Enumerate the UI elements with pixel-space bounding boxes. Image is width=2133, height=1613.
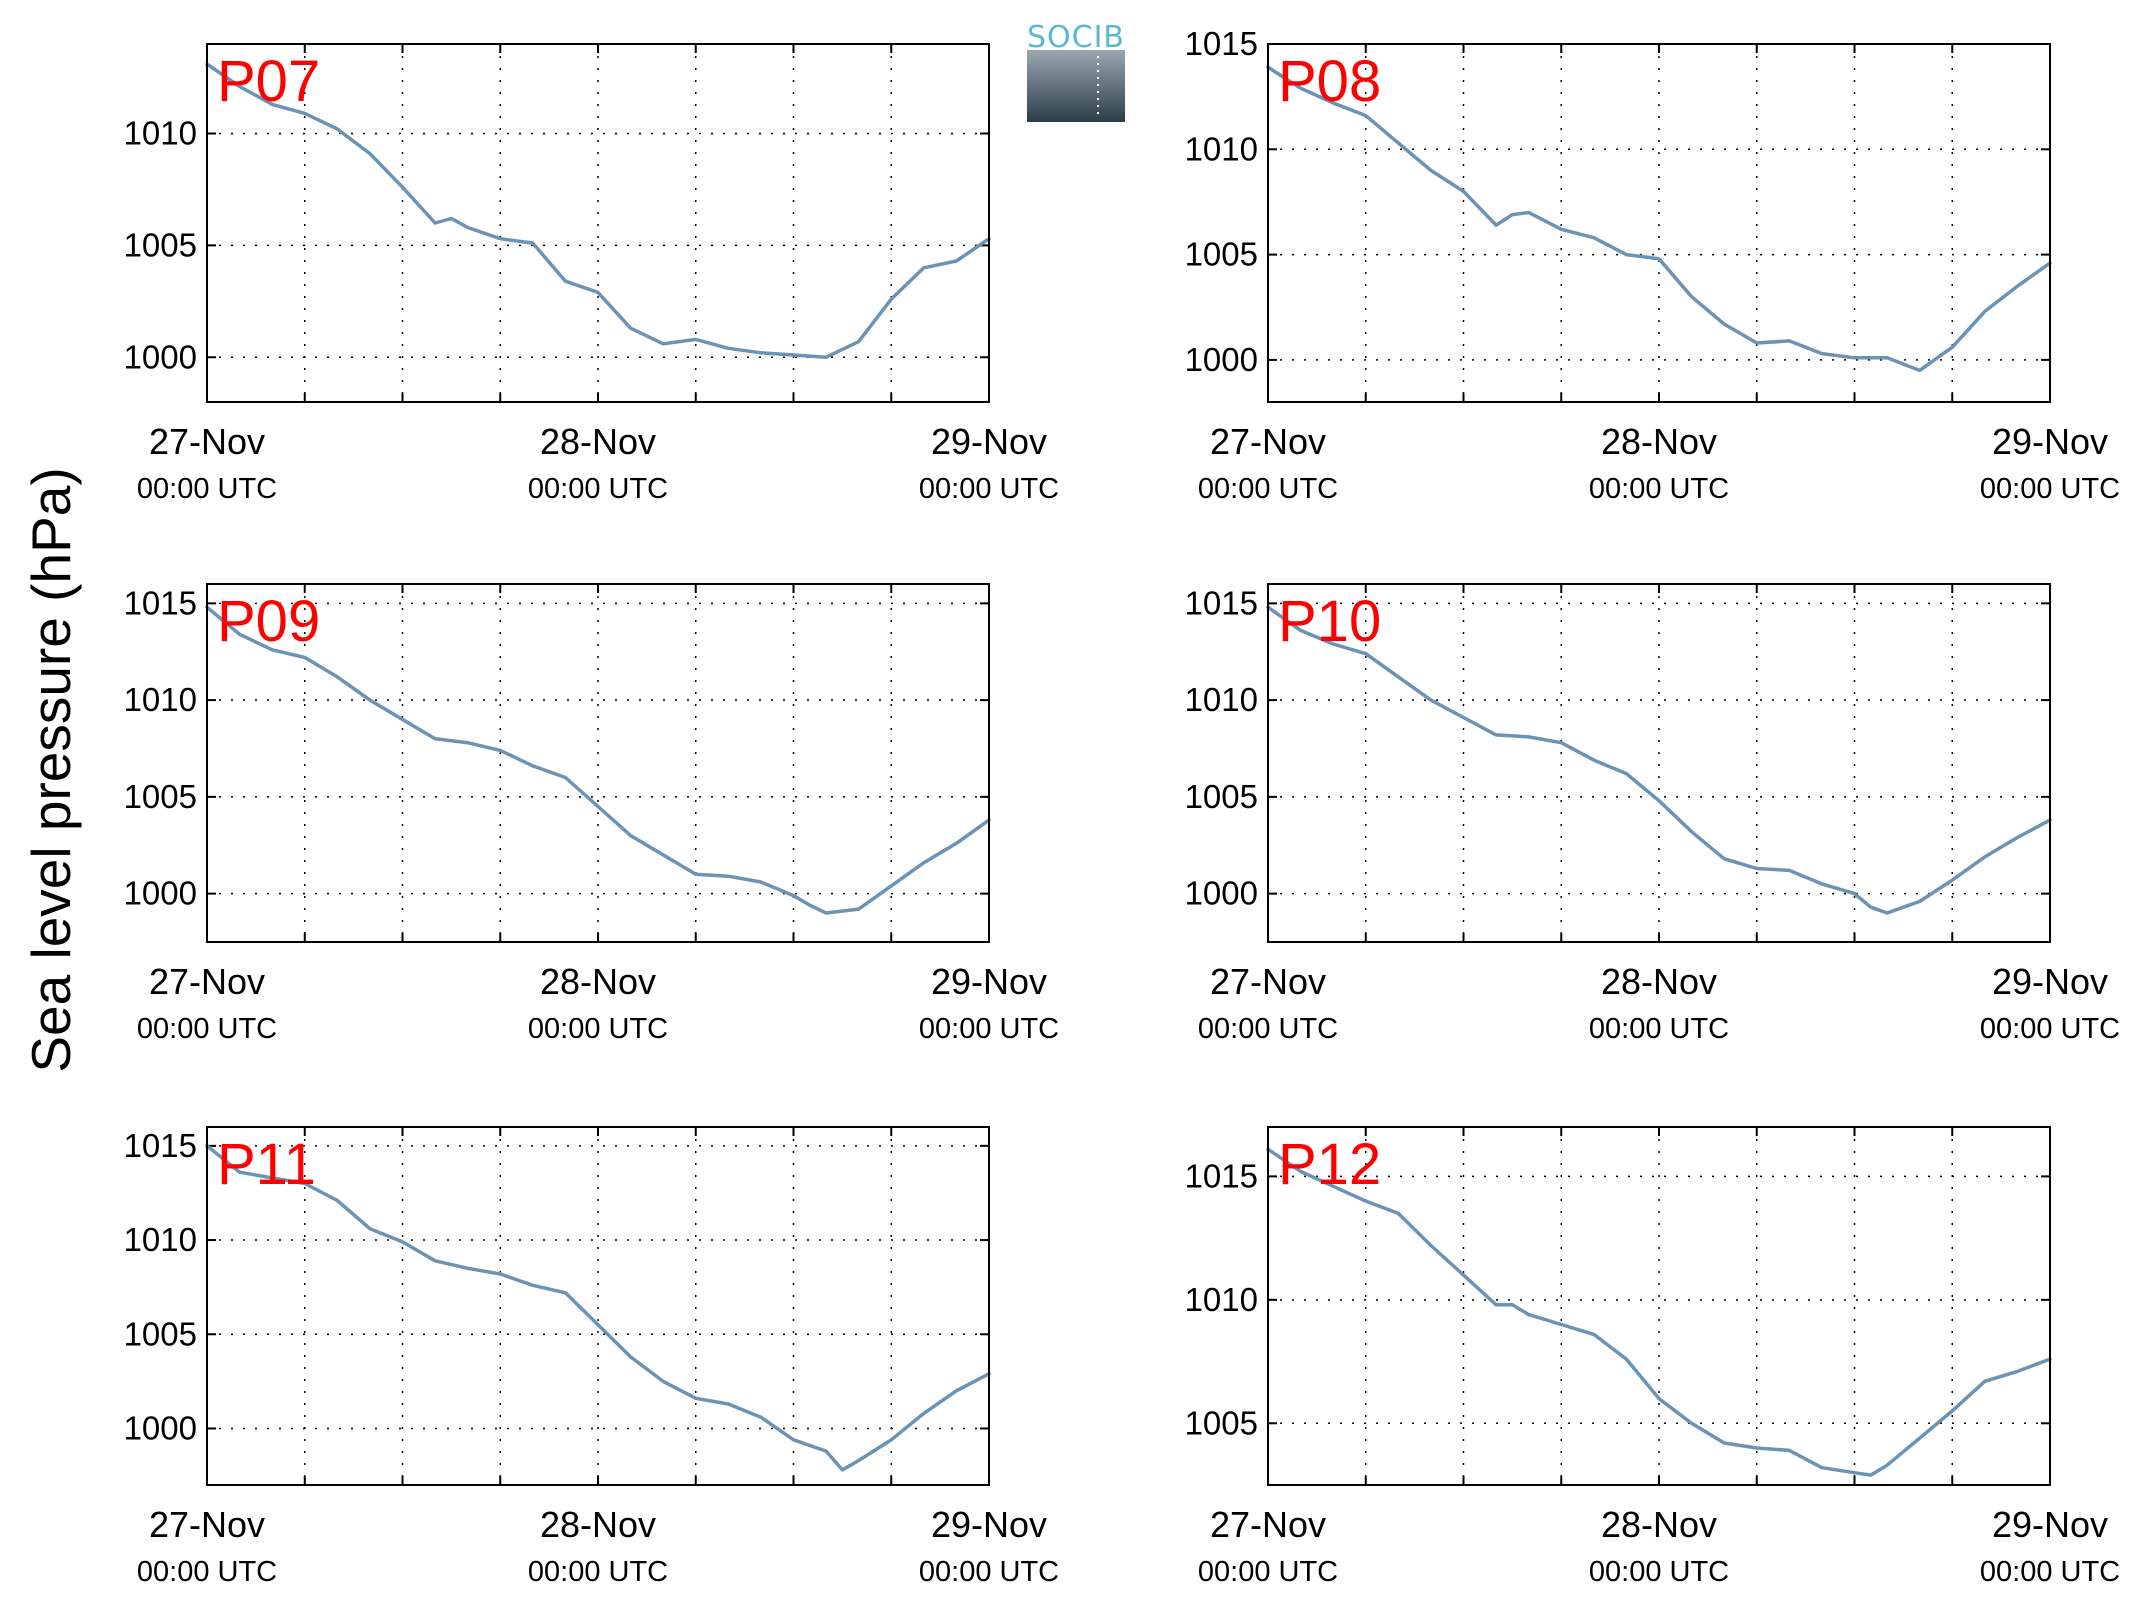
series-line <box>205 62 991 360</box>
logo-block <box>1027 50 1125 122</box>
x-tick-label-time: 00:00 UTC <box>1198 473 1338 505</box>
chart-panels: 1000 1005 1010 27-Nov 00:00 UTC 28-Nov 00:00 U… <box>124 25 2121 1588</box>
plot-frame <box>206 583 990 943</box>
plot-frame <box>1267 1126 2051 1486</box>
plot-frame <box>206 43 990 403</box>
y-tick-label: 1015 <box>124 584 197 621</box>
chart-panel-p12: 1005 1010 1015 27-Nov 00:00 UTC 28-Nov 00:00 U… <box>1185 1126 2120 1588</box>
y-tick-label: 1000 <box>124 875 197 912</box>
plot-area <box>207 1127 989 1485</box>
y-tick-label: 1005 <box>124 226 197 263</box>
y-tick-label: 1015 <box>124 1127 197 1164</box>
x-tick-label-date: 27-Nov <box>149 1504 265 1545</box>
x-tick-label-date: 27-Nov <box>1210 421 1326 462</box>
plot-frame <box>206 1126 990 1486</box>
x-tick-label-time: 00:00 UTC <box>1589 1013 1729 1045</box>
y-tick-label: 1010 <box>124 115 197 152</box>
x-tick-label-date: 28-Nov <box>1601 421 1717 462</box>
x-tick-label-time: 00:00 UTC <box>528 473 668 505</box>
plot-area <box>1268 44 2050 402</box>
x-tick-label-time: 00:00 UTC <box>137 1556 277 1588</box>
x-tick-label-date: 27-Nov <box>1210 1504 1326 1545</box>
plot-frame <box>1267 583 2051 943</box>
x-tick-label-time: 00:00 UTC <box>919 1013 1059 1045</box>
x-tick-label-time: 00:00 UTC <box>1589 473 1729 505</box>
y-tick-label: 1015 <box>1185 25 1258 62</box>
figure-y-axis-label: Sea level pressure (hPa) <box>20 467 82 1072</box>
panel-label: P08 <box>1278 49 1381 114</box>
plot-frame <box>1267 43 2051 403</box>
y-tick-label: 1010 <box>124 681 197 718</box>
x-tick-label-date: 29-Nov <box>931 1504 1047 1545</box>
panel-label: P09 <box>217 589 320 654</box>
y-tick-label: 1015 <box>1185 584 1258 621</box>
y-tick-label: 1000 <box>1185 341 1258 378</box>
x-tick-label-date: 28-Nov <box>540 421 656 462</box>
x-tick-label-date: 29-Nov <box>1992 961 2108 1002</box>
chart-panel-p08: 1000 1005 1010 1015 27-Nov 00:00 UTC 28-Nov 00:… <box>1185 25 2121 505</box>
chart-panel-p10: 1000 1005 1010 1015 27-Nov 00:00 UTC 28-Nov 00:… <box>1185 583 2120 1045</box>
panel-label: P07 <box>217 49 320 114</box>
x-tick-label-time: 00:00 UTC <box>137 1013 277 1045</box>
plot-area <box>207 44 989 402</box>
plot-area <box>207 584 989 942</box>
series-line <box>205 605 991 915</box>
x-tick-label-time: 00:00 UTC <box>137 473 277 505</box>
chart-panel-p11: 1000 1005 1010 1015 27-Nov 00:00 UTC 28-Nov 00:… <box>124 1126 1059 1588</box>
panel-label: P12 <box>1278 1132 1381 1197</box>
chart-panel-p07: 1000 1005 1010 27-Nov 00:00 UTC 28-Nov 00:00 U… <box>124 43 1059 505</box>
y-tick-label: 1015 <box>1185 1157 1258 1194</box>
plot-area <box>1268 1127 2050 1485</box>
x-tick-label-time: 00:00 UTC <box>1980 1556 2120 1588</box>
logo-text: SOCIB <box>1027 20 1125 55</box>
y-tick-label: 1010 <box>124 1221 197 1258</box>
x-tick-label-date: 28-Nov <box>1601 961 1717 1002</box>
y-tick-label: 1005 <box>124 778 197 815</box>
x-tick-label-date: 28-Nov <box>540 1504 656 1545</box>
x-tick-label-time: 00:00 UTC <box>528 1013 668 1045</box>
y-tick-label: 1005 <box>1185 778 1258 815</box>
y-tick-label: 1005 <box>124 1315 197 1352</box>
x-tick-label-date: 27-Nov <box>149 961 265 1002</box>
series-line <box>1266 605 2052 915</box>
plot-area <box>1268 584 2050 942</box>
chart-panel-p09: 1000 1005 1010 1015 27-Nov 00:00 UTC 28-Nov 00:… <box>124 583 1059 1045</box>
y-tick-label: 1010 <box>1185 130 1258 167</box>
x-tick-label-time: 00:00 UTC <box>1980 1013 2120 1045</box>
series-line <box>1266 65 2052 373</box>
y-tick-label: 1000 <box>124 338 197 375</box>
y-tick-label: 1000 <box>124 1409 197 1446</box>
panel-label: P10 <box>1278 589 1381 654</box>
series-line <box>1266 1147 2052 1477</box>
x-tick-label-time: 00:00 UTC <box>1589 1556 1729 1588</box>
x-tick-label-date: 27-Nov <box>149 421 265 462</box>
y-tick-label: 1010 <box>1185 681 1258 718</box>
panel-label: P11 <box>217 1132 316 1197</box>
x-tick-label-time: 00:00 UTC <box>528 1556 668 1588</box>
x-tick-label-date: 29-Nov <box>931 421 1047 462</box>
series-line <box>205 1144 991 1472</box>
x-tick-label-time: 00:00 UTC <box>1198 1556 1338 1588</box>
y-tick-label: 1005 <box>1185 236 1258 273</box>
y-tick-label: 1000 <box>1185 875 1258 912</box>
x-tick-label-date: 29-Nov <box>1992 421 2108 462</box>
y-tick-label: 1010 <box>1185 1281 1258 1318</box>
x-tick-label-date: 28-Nov <box>1601 1504 1717 1545</box>
x-tick-label-time: 00:00 UTC <box>1198 1013 1338 1045</box>
x-tick-label-time: 00:00 UTC <box>919 473 1059 505</box>
x-tick-label-time: 00:00 UTC <box>919 1556 1059 1588</box>
x-tick-label-date: 28-Nov <box>540 961 656 1002</box>
x-tick-label-time: 00:00 UTC <box>1980 473 2120 505</box>
socib-logo: SOCIB <box>1027 20 1125 122</box>
x-tick-label-date: 29-Nov <box>1992 1504 2108 1545</box>
x-tick-label-date: 29-Nov <box>931 961 1047 1002</box>
y-tick-label: 1005 <box>1185 1404 1258 1441</box>
x-tick-label-date: 27-Nov <box>1210 961 1326 1002</box>
